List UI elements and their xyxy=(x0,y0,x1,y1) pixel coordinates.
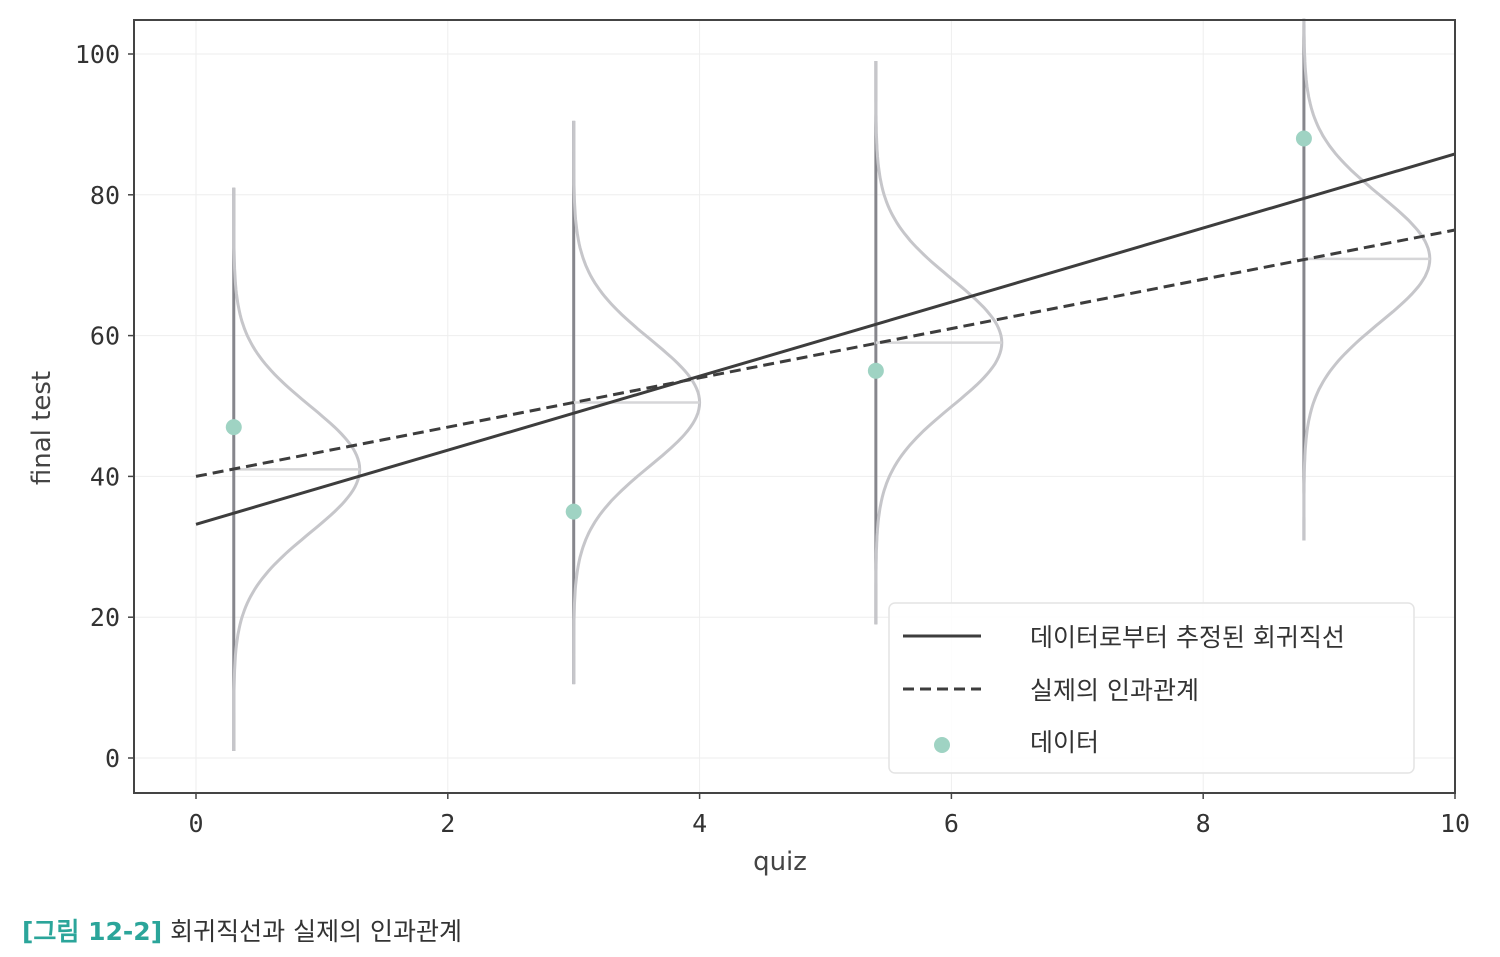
distribution-curve xyxy=(1302,19,1432,541)
caption-text: 회귀직선과 실제의 인과관계 xyxy=(170,917,463,946)
fitted-regression-line xyxy=(195,152,1456,526)
y-tick-label: 20 xyxy=(90,603,120,632)
y-tick-label: 0 xyxy=(105,744,120,773)
data-point xyxy=(225,419,242,436)
legend-label-data: 데이터 xyxy=(1030,728,1099,757)
y-axis-title: final test xyxy=(27,371,57,485)
y-tick-label: 60 xyxy=(90,322,120,351)
x-tick-label: 6 xyxy=(944,809,959,838)
plot-frame xyxy=(133,19,1456,794)
x-tick-label: 0 xyxy=(188,809,203,838)
point-layer xyxy=(225,130,1312,520)
y-tick-label: 40 xyxy=(90,462,120,491)
x-tick-label: 10 xyxy=(1440,809,1470,838)
distribution-curve xyxy=(874,61,1004,625)
data-point xyxy=(867,362,884,379)
legend-box xyxy=(888,602,1415,774)
x-tick-label: 8 xyxy=(1196,809,1211,838)
legend: 데이터로부터 추정된 회귀직선 실제의 인과관계 데이터 xyxy=(888,602,1415,774)
figure-caption: [그림 12-2] 회귀직선과 실제의 인과관계 xyxy=(22,912,462,948)
legend-label-true: 실제의 인과관계 xyxy=(1030,676,1199,705)
distribution-curve xyxy=(232,187,362,751)
legend-label-fitted: 데이터로부터 추정된 회귀직선 xyxy=(1030,623,1345,652)
x-axis-title: quiz xyxy=(753,847,807,877)
x-tick-label: 2 xyxy=(440,809,455,838)
true-relation-line xyxy=(195,228,1456,478)
data-point xyxy=(565,503,582,520)
y-tick-label: 100 xyxy=(75,40,120,69)
figure-number: [그림 12-2] xyxy=(22,917,163,946)
y-tick-label: 80 xyxy=(90,181,120,210)
data-point xyxy=(1295,130,1312,147)
legend-point-swatch xyxy=(934,737,950,753)
x-tick-label: 4 xyxy=(692,809,707,838)
line-layer xyxy=(195,152,1456,526)
